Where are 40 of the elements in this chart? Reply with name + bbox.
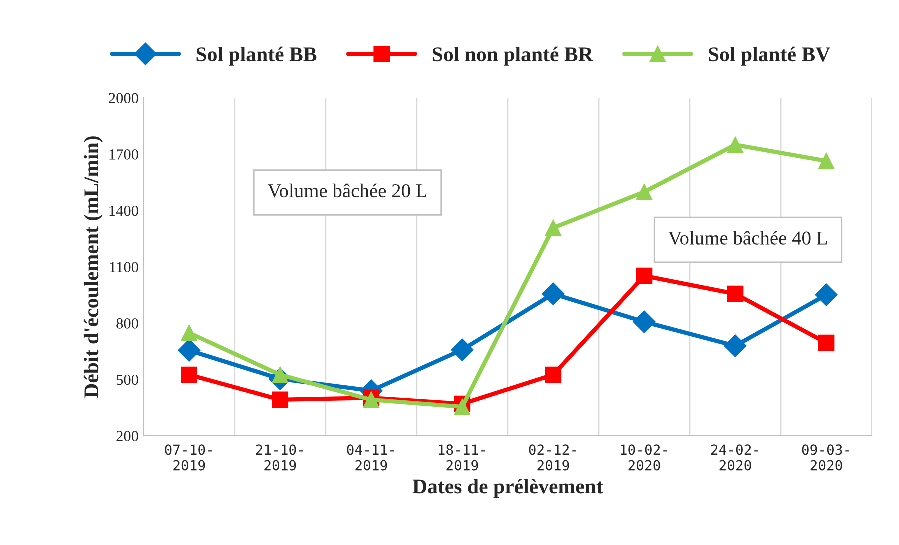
point — [454, 398, 471, 416]
legend-label: Sol planté BV — [709, 46, 830, 66]
point — [727, 136, 744, 154]
x-tick-label: 07-10- 2019 — [165, 444, 212, 471]
point — [542, 282, 565, 306]
point — [633, 310, 656, 334]
x-tick-label: 02-12- 2019 — [529, 444, 576, 471]
y-tick-label: 1100 — [110, 262, 138, 272]
y-tick-label: 1700 — [110, 150, 138, 160]
x-tick-label: 10-02- 2020 — [621, 444, 668, 471]
point — [724, 334, 747, 358]
y-tick-label: 1400 — [110, 206, 138, 216]
y-tick-label: 200 — [116, 431, 138, 442]
legend-label: Sol non planté BR — [432, 46, 594, 66]
point — [178, 339, 201, 362]
y-tick-label: 2000 — [109, 93, 138, 104]
annotation: Volume bâchée 20 L — [268, 184, 427, 198]
point — [815, 284, 838, 306]
x-tick-label: 24-02- 2020 — [711, 444, 758, 471]
x-tick-label: 21-10- 2019 — [256, 444, 304, 471]
point — [818, 334, 835, 352]
y-tick-label: 500 — [116, 374, 138, 386]
point — [272, 392, 289, 408]
point — [636, 268, 653, 284]
point — [545, 366, 562, 384]
point — [727, 286, 744, 302]
y-tick-label: 800 — [116, 318, 138, 329]
x-tick-label: 04-11- 2019 — [347, 444, 394, 471]
annotation: Volume bâchée 40 L — [668, 231, 828, 245]
point — [181, 324, 198, 342]
point — [636, 184, 653, 200]
y-axis-title: Débit d'écoulement (mL/min) — [84, 136, 103, 398]
x-axis-title: Dates de prélèvement — [412, 479, 604, 498]
point — [545, 220, 562, 236]
x-tick-label: 09-03- 2020 — [802, 444, 850, 471]
legend-label: Sol planté BB — [196, 46, 317, 66]
point — [181, 366, 198, 384]
x-tick-label: 18-11- 2019 — [439, 444, 486, 471]
point — [818, 153, 835, 170]
point — [451, 338, 474, 362]
